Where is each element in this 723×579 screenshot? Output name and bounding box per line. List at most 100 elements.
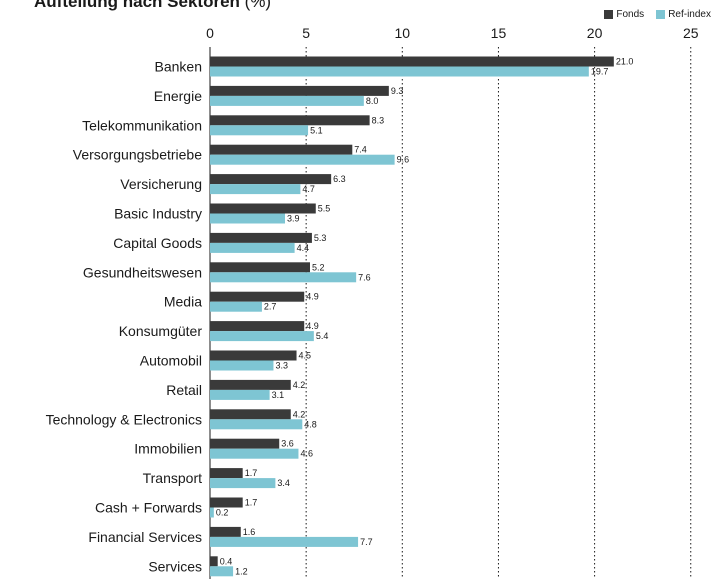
value-label-cash-forwards-fonds: 1.7 (245, 498, 258, 508)
bar-energie-ref-index (210, 95, 364, 106)
bar-cash-forwards-ref-index (210, 507, 214, 518)
bar-cash-forwards-fonds (210, 497, 243, 508)
legend-label-ref-index: Ref-index (668, 9, 711, 20)
value-label-energie-ref-index: 8.0 (366, 96, 379, 106)
chart-title-text: Aufteilung nach Sektoren (34, 0, 240, 11)
x-tick-label-10: 10 (395, 25, 411, 41)
bar-immobilien-fonds (210, 438, 280, 449)
value-label-versicherung-fonds: 6.3 (333, 174, 346, 184)
value-label-basic-industry-fonds: 5.5 (318, 204, 331, 214)
bar-media-fonds (210, 291, 305, 302)
category-label-basic-industry: Basic Industry (114, 206, 202, 222)
category-label-automobil: Automobil (140, 353, 202, 369)
bar-versicherung-fonds (210, 174, 332, 185)
category-label-energie: Energie (154, 88, 202, 104)
bar-basic-industry-fonds (210, 203, 316, 214)
bar-retail-fonds (210, 379, 291, 390)
category-label-capital-goods: Capital Goods (113, 235, 202, 251)
bar-automobil-fonds (210, 350, 297, 361)
bar-gesundheitswesen-ref-index (210, 272, 357, 283)
bar-capital-goods-ref-index (210, 242, 295, 253)
category-label-banken: Banken (155, 59, 202, 75)
value-label-automobil-ref-index: 3.3 (275, 361, 288, 371)
value-label-retail-ref-index: 3.1 (272, 390, 285, 400)
bar-banken-ref-index (210, 66, 589, 77)
chart-title: Aufteilung nach Sektoren (%) (34, 0, 271, 12)
value-label-konsumg-ter-fonds: 4.9 (306, 321, 319, 331)
value-label-automobil-fonds: 4.5 (299, 351, 312, 361)
value-label-technology-electronics-fonds: 4.2 (293, 409, 306, 419)
value-label-immobilien-fonds: 3.6 (281, 439, 294, 449)
category-label-technology-electronics: Technology & Electronics (46, 411, 202, 427)
bar-retail-ref-index (210, 389, 270, 400)
value-label-services-fonds: 0.4 (220, 556, 233, 566)
value-label-retail-fonds: 4.2 (293, 380, 306, 390)
value-label-financial-services-ref-index: 7.7 (360, 537, 373, 547)
chart-title-unit: (%) (244, 0, 272, 11)
value-label-gesundheitswesen-fonds: 5.2 (312, 262, 325, 272)
bar-transport-fonds (210, 468, 243, 479)
bar-energie-fonds (210, 85, 389, 96)
bar-immobilien-ref-index (210, 448, 299, 459)
value-label-technology-electronics-ref-index: 4.8 (304, 419, 317, 429)
value-label-energie-fonds: 9.3 (391, 86, 404, 96)
value-label-konsumg-ter-ref-index: 5.4 (316, 331, 329, 341)
value-label-capital-goods-ref-index: 4.4 (297, 243, 310, 253)
bar-capital-goods-fonds (210, 232, 312, 243)
value-label-financial-services-fonds: 1.6 (243, 527, 256, 537)
bar-automobil-ref-index (210, 360, 274, 371)
value-label-telekommunikation-ref-index: 5.1 (310, 125, 323, 135)
value-label-telekommunikation-fonds: 8.3 (372, 115, 385, 125)
bar-versicherung-ref-index (210, 184, 301, 195)
category-label-versorgungsbetriebe: Versorgungsbetriebe (73, 147, 202, 163)
category-label-media: Media (164, 294, 202, 310)
bar-services-ref-index (210, 566, 234, 577)
x-tick-label-20: 20 (587, 25, 603, 41)
value-label-media-fonds: 4.9 (306, 292, 319, 302)
value-label-immobilien-ref-index: 4.6 (300, 449, 313, 459)
bar-basic-industry-ref-index (210, 213, 285, 224)
x-tick-label-0: 0 (206, 25, 214, 41)
bar-versorgungsbetriebe-fonds (210, 144, 353, 155)
value-label-versorgungsbetriebe-fonds: 7.4 (354, 145, 367, 155)
value-label-services-ref-index: 1.2 (235, 566, 248, 576)
value-label-gesundheitswesen-ref-index: 7.6 (358, 272, 371, 282)
category-label-telekommunikation: Telekommunikation (82, 117, 202, 133)
bar-versorgungsbetriebe-ref-index (210, 154, 395, 165)
value-label-transport-ref-index: 3.4 (277, 478, 290, 488)
bar-financial-services-ref-index (210, 536, 359, 547)
x-tick-label-25: 25 (683, 25, 699, 41)
bar-media-ref-index (210, 301, 262, 312)
bar-telekommunikation-ref-index (210, 125, 309, 136)
value-label-banken-fonds: 21.0 (616, 57, 634, 67)
bar-transport-ref-index (210, 478, 276, 489)
value-label-transport-fonds: 1.7 (245, 468, 258, 478)
value-label-banken-ref-index: 19.7 (591, 67, 609, 77)
legend-swatch-ref-index (656, 10, 666, 19)
category-label-cash-forwards: Cash + Forwards (95, 500, 202, 516)
category-label-versicherung: Versicherung (120, 176, 202, 192)
bar-technology-electronics-fonds (210, 409, 291, 420)
bar-konsumg-ter-ref-index (210, 331, 314, 342)
value-label-versicherung-ref-index: 4.7 (302, 184, 315, 194)
value-label-media-ref-index: 2.7 (264, 302, 277, 312)
category-label-financial-services: Financial Services (88, 529, 202, 545)
category-label-konsumg-ter: Konsumgüter (119, 323, 203, 339)
bar-technology-electronics-ref-index (210, 419, 303, 430)
value-label-capital-goods-fonds: 5.3 (314, 233, 327, 243)
category-label-services: Services (148, 558, 202, 574)
value-label-cash-forwards-ref-index: 0.2 (216, 508, 229, 518)
x-tick-label-5: 5 (302, 25, 310, 41)
bar-banken-fonds (210, 56, 614, 67)
x-tick-label-15: 15 (491, 25, 507, 41)
legend-swatch-fonds (604, 10, 614, 19)
legend-label-fonds: Fonds (616, 9, 645, 20)
value-label-versorgungsbetriebe-ref-index: 9.6 (397, 155, 410, 165)
bar-financial-services-fonds (210, 526, 241, 537)
category-label-retail: Retail (166, 382, 202, 398)
bar-konsumg-ter-fonds (210, 321, 305, 332)
value-label-basic-industry-ref-index: 3.9 (287, 214, 300, 224)
category-label-transport: Transport (143, 470, 203, 486)
category-label-immobilien: Immobilien (134, 441, 202, 457)
